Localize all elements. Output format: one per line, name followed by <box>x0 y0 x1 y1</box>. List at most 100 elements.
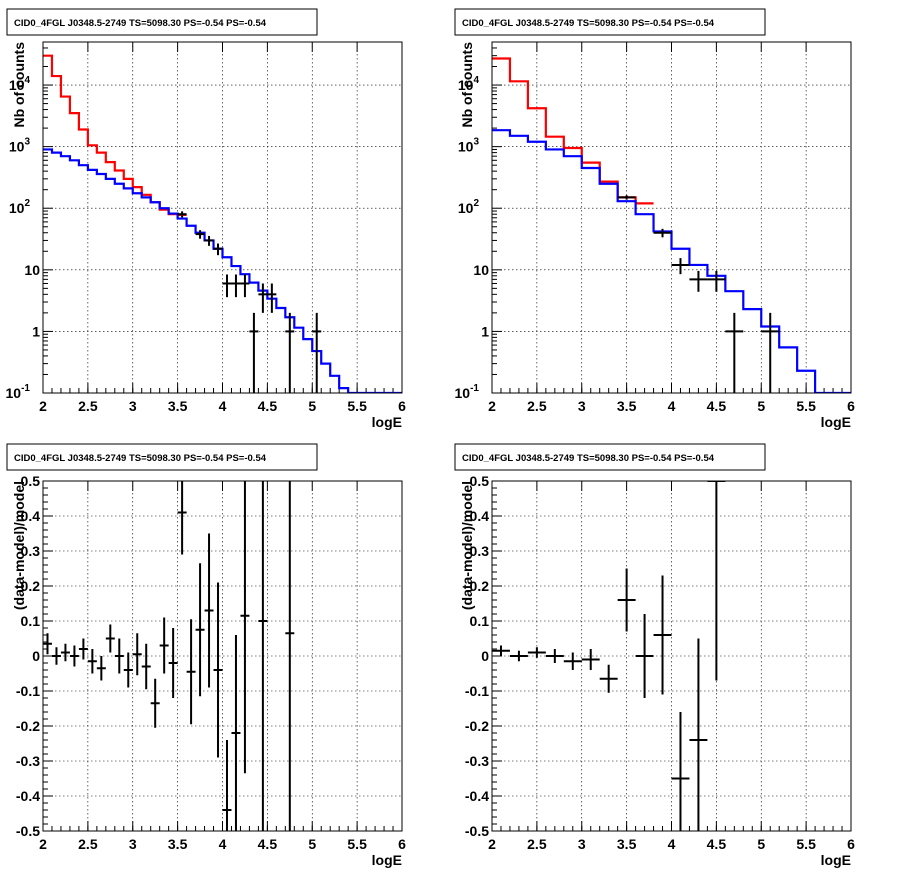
x-tick-label: 5 <box>308 836 316 852</box>
data-point <box>509 650 528 662</box>
data-point <box>671 712 690 831</box>
data-point <box>581 649 600 670</box>
data-point <box>527 647 546 658</box>
model-background-histogram <box>492 129 851 393</box>
chart-title: CID0_4FGL J0348.5-2749 TS=5098.30 PS=-0.… <box>462 18 715 29</box>
y-tick-label: 0.2 <box>21 578 41 594</box>
data-point <box>195 563 205 697</box>
y-tick-label: 0.4 <box>21 508 41 524</box>
x-tick-label: 2.5 <box>527 398 547 414</box>
data-point <box>285 481 295 831</box>
data-point <box>249 312 259 393</box>
chart-title: CID0_4FGL J0348.5-2749 TS=5098.30 PS=-0.… <box>14 18 267 29</box>
y-tick-label: -0.5 <box>465 823 489 839</box>
data-point <box>87 649 97 674</box>
data-point <box>267 283 277 313</box>
data-point <box>725 312 744 393</box>
y-tick-label: 1 <box>481 323 489 339</box>
x-tick-label: 2.5 <box>527 836 547 852</box>
x-tick-label: 2 <box>39 398 47 414</box>
y-tick-label: 104 <box>9 75 31 93</box>
title-box <box>6 8 318 36</box>
data-point <box>123 652 133 688</box>
y-tick-label: -0.5 <box>16 823 40 839</box>
y-tick-label: 102 <box>9 198 31 216</box>
x-tick-label: 6 <box>398 398 406 414</box>
data-point <box>707 481 726 681</box>
data-point <box>492 645 510 656</box>
y-tick-label: 10-1 <box>6 383 31 401</box>
y-tick-label: 0.1 <box>21 613 41 629</box>
x-tick-label: 5 <box>757 836 765 852</box>
data-point <box>653 575 672 695</box>
data-point <box>43 633 52 655</box>
data-point <box>150 678 160 728</box>
data-point <box>60 643 70 662</box>
y-tick-label: 0.3 <box>21 543 41 559</box>
data-point <box>240 274 250 298</box>
data-point <box>195 230 205 239</box>
data-point <box>222 274 232 298</box>
x-tick-label: 5.5 <box>347 398 367 414</box>
x-tick-label: 5 <box>308 398 316 414</box>
plot-area <box>43 54 402 393</box>
y-axis-label: (data-model)/model <box>11 481 27 610</box>
data-point <box>213 243 223 256</box>
data-point <box>204 235 214 246</box>
x-tick-label: 3 <box>578 836 586 852</box>
data-point <box>258 283 268 313</box>
y-tick-label: 0.5 <box>21 473 41 489</box>
chart-panel-2: CID0_4FGL J0348.5-2749 TS=5098.30 PS=-0.… <box>454 8 855 430</box>
y-tick-label: 10 <box>473 262 489 278</box>
x-tick-label: 6 <box>398 836 406 852</box>
y-tick-label: -0.1 <box>16 683 40 699</box>
x-tick-label: 3.5 <box>168 836 188 852</box>
plot-area <box>492 481 726 831</box>
y-tick-label: 0.4 <box>470 508 490 524</box>
y-tick-label: -0.2 <box>465 718 489 734</box>
y-tick-label: -0.3 <box>16 753 40 769</box>
model-total-histogram <box>492 57 654 205</box>
x-tick-label: 2 <box>39 836 47 852</box>
data-point <box>653 228 672 238</box>
x-tick-label: 4.5 <box>707 836 727 852</box>
x-tick-label: 3.5 <box>168 398 188 414</box>
y-tick-label: 0 <box>481 648 489 664</box>
plot-frame <box>491 41 852 394</box>
chart-panel-4: CID0_4FGL J0348.5-2749 TS=5098.30 PS=-0.… <box>454 443 855 868</box>
data-point <box>96 656 106 681</box>
y-tick-label: 103 <box>9 137 31 155</box>
x-tick-label: 4 <box>668 398 676 414</box>
x-tick-label: 4.5 <box>258 398 278 414</box>
x-tick-label: 2 <box>488 836 496 852</box>
data-point <box>707 270 726 292</box>
data-point <box>141 643 151 690</box>
y-tick-label: 10-1 <box>455 383 480 401</box>
x-tick-label: 3 <box>129 398 137 414</box>
x-tick-label: 4 <box>219 398 227 414</box>
y-tick-label: -0.4 <box>16 788 40 804</box>
y-tick-label: 103 <box>458 137 480 155</box>
y-tick-label: 10 <box>24 262 40 278</box>
title-box <box>454 8 766 36</box>
data-point <box>617 568 636 632</box>
plot-frame <box>42 41 403 394</box>
data-point <box>213 582 223 758</box>
data-point <box>231 274 241 298</box>
y-tick-label: -0.2 <box>16 718 40 734</box>
data-point <box>69 645 79 667</box>
x-axis-label: logE <box>372 852 402 868</box>
x-tick-label: 2.5 <box>78 836 98 852</box>
y-tick-label: 102 <box>458 198 480 216</box>
data-point <box>563 652 582 670</box>
x-tick-label: 4 <box>668 836 676 852</box>
y-tick-label: 104 <box>458 75 480 93</box>
plot-frame <box>42 480 403 832</box>
x-tick-label: 6 <box>847 398 855 414</box>
data-point <box>231 635 241 831</box>
y-axis-label: Nb of counts <box>11 42 27 128</box>
x-axis-label: logE <box>821 414 851 430</box>
data-point <box>761 312 780 393</box>
data-point <box>132 633 142 676</box>
